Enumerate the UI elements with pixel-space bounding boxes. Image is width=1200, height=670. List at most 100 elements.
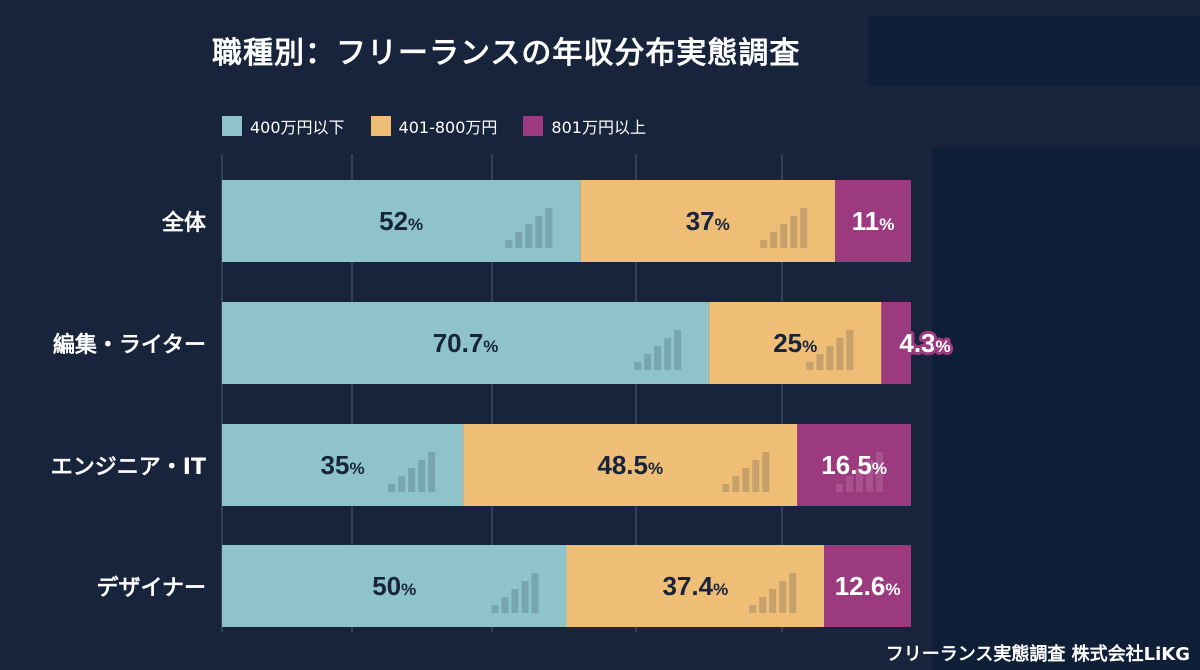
- value-number-2-2: 16.5: [821, 450, 872, 480]
- mini-bar-icon-3-0-1: [501, 597, 509, 613]
- mini-bar-icon-1-1-0: [806, 362, 814, 370]
- mini-bar-icon-0-0-1: [515, 232, 523, 248]
- mini-bar-icon-1-1-3: [836, 338, 844, 370]
- mini-bar-icon-2-1-3: [752, 460, 760, 492]
- mini-bar-icon-2-2-3: [866, 460, 873, 492]
- bar-2-0: [222, 424, 464, 506]
- value-suffix-3-2: %: [885, 580, 900, 599]
- mini-bar-icon-1-0-2: [654, 346, 662, 370]
- bar-3-0: [222, 545, 567, 627]
- value-suffix-1-1: %: [802, 337, 817, 356]
- mini-bar-icon-2-0-2: [408, 468, 416, 492]
- mini-bar-icon-0-0-2: [525, 224, 533, 248]
- legend-label-low: 400万円以下: [250, 118, 345, 137]
- value-label-2-2: 16.5%: [821, 450, 887, 480]
- value-label-2-0: 35%: [321, 450, 365, 480]
- value-suffix-2-0: %: [349, 459, 364, 478]
- value-number-0-1: 37: [686, 206, 715, 236]
- mini-bar-icon-3-1-1: [759, 597, 767, 613]
- legend-swatch-mid: [370, 116, 391, 136]
- mini-bar-icon-2-1-4: [762, 452, 770, 492]
- value-label-0-0: 52%: [379, 206, 423, 236]
- bar-3-2: [824, 545, 911, 627]
- mini-bar-icon-1-0-3: [664, 338, 672, 370]
- value-suffix-1-0: %: [483, 337, 498, 356]
- mini-bar-icon-2-2-2: [856, 468, 863, 492]
- source-note: フリーランス実態調査 株式会社LiKG: [885, 644, 1190, 665]
- mini-bar-icon-0-1-4: [800, 208, 808, 248]
- value-label-3-1: 37.4%: [662, 571, 728, 601]
- mini-bar-icon-2-0-4: [428, 452, 436, 492]
- legend-item-low: 400万円以下: [222, 114, 345, 138]
- value-number-1-2: 4.3: [899, 328, 935, 358]
- bar-1-2: [881, 302, 911, 384]
- legend-item-high: 801万円以上: [523, 114, 646, 138]
- value-number-1-0: 70.7: [433, 328, 484, 358]
- mini-bar-icon-2-1-1: [732, 476, 740, 492]
- value-label-1-1: 25%: [773, 328, 817, 358]
- legend-swatch-low: [222, 116, 242, 136]
- category-label-2: エンジニア・IT: [50, 455, 206, 480]
- legend-label-mid: 401-800万円: [398, 118, 498, 137]
- value-label-0-2: 11%: [852, 206, 895, 236]
- bar-0-0: [222, 180, 581, 262]
- bar-1-1: [709, 302, 882, 384]
- value-suffix-3-0: %: [401, 580, 416, 599]
- mini-bar-icon-0-0-3: [535, 216, 543, 248]
- value-suffix-0-0: %: [408, 215, 423, 234]
- mini-bar-icon-1-1-1: [816, 354, 824, 370]
- mini-bar-icon-2-2-1: [846, 476, 853, 492]
- value-label-1-0: 70.7%: [433, 328, 499, 358]
- bar-3-1: [566, 545, 825, 627]
- mini-bar-icon-2-0-3: [418, 460, 426, 492]
- legend: 400万円以下 401-800万円 801万円以上: [222, 114, 646, 138]
- bar-2-1: [463, 424, 798, 506]
- mini-bar-icon-0-0-4: [545, 208, 553, 248]
- mini-bar-icon-1-0-4: [674, 330, 682, 370]
- value-number-3-0: 50: [372, 571, 401, 601]
- value-suffix-0-2: %: [879, 215, 894, 234]
- mini-bar-icon-3-0-4: [531, 573, 539, 613]
- mini-bar-icon-3-1-4: [789, 573, 797, 613]
- mini-bar-icon-1-1-2: [826, 346, 834, 370]
- bar-0-1: [580, 180, 836, 262]
- value-number-0-0: 52: [379, 206, 408, 236]
- mini-bar-icon-2-2-0: [836, 484, 843, 492]
- value-suffix-1-2: %: [936, 337, 951, 356]
- value-number-3-2: 12.6: [835, 571, 886, 601]
- value-number-2-0: 35: [321, 450, 350, 480]
- category-label-1: 編集・ライター: [52, 333, 206, 358]
- value-label-2-1: 48.5%: [597, 450, 663, 480]
- mini-bar-icon-2-2-4: [876, 452, 883, 492]
- mini-bar-icon-1-1-4: [846, 330, 854, 370]
- mini-bar-icon-3-0-3: [521, 581, 529, 613]
- legend-swatch-high: [523, 116, 544, 136]
- value-suffix-2-2: %: [872, 459, 887, 478]
- value-label-0-1: 37%: [686, 206, 730, 236]
- mini-bar-icon-0-1-3: [790, 216, 798, 248]
- mini-bar-icon-0-0-0: [505, 240, 513, 248]
- mini-bar-icon-3-1-0: [749, 605, 757, 613]
- value-label-3-2: 12.6%: [835, 571, 901, 601]
- value-label-3-0: 50%: [372, 571, 416, 601]
- chart-title: 職種別：フリーランスの年収分布実態調査: [212, 36, 801, 71]
- category-label-0: 全体: [161, 211, 206, 236]
- mini-bar-icon-2-0-1: [398, 476, 406, 492]
- value-suffix-2-1: %: [648, 459, 663, 478]
- mini-bar-icon-2-1-2: [742, 468, 750, 492]
- value-number-1-1: 25: [773, 328, 802, 358]
- right-panel: [932, 148, 1200, 670]
- legend-item-mid: 401-800万円: [370, 114, 498, 138]
- value-suffix-0-1: %: [715, 215, 730, 234]
- mini-bar-icon-2-0-0: [388, 484, 396, 492]
- title-panel: [868, 16, 1200, 86]
- bar-1-0: [222, 302, 710, 384]
- value-label-1-2: 4.3%: [899, 328, 950, 358]
- mini-bar-icon-1-0-1: [644, 354, 652, 370]
- value-suffix-3-1: %: [713, 580, 728, 599]
- mini-bar-icon-1-0-0: [634, 362, 642, 370]
- mini-bar-icon-3-0-2: [511, 589, 519, 613]
- bar-0-2: [835, 180, 911, 262]
- legend-label-high: 801万円以上: [551, 118, 646, 137]
